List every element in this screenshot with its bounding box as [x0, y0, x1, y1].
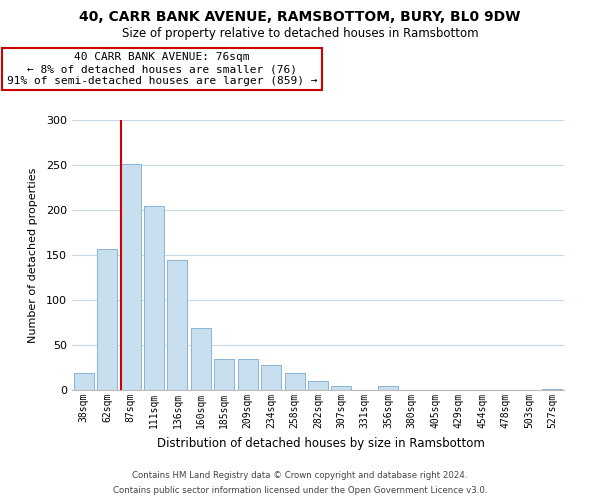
Text: 40, CARR BANK AVENUE, RAMSBOTTOM, BURY, BL0 9DW: 40, CARR BANK AVENUE, RAMSBOTTOM, BURY, … [79, 10, 521, 24]
Bar [308, 381, 328, 390]
Bar [144, 206, 164, 390]
Text: Contains HM Land Registry data © Crown copyright and database right 2024.: Contains HM Land Registry data © Crown c… [132, 471, 468, 480]
Text: Distribution of detached houses by size in Ramsbottom: Distribution of detached houses by size … [157, 438, 485, 450]
Text: 40 CARR BANK AVENUE: 76sqm
← 8% of detached houses are smaller (76)
91% of semi-: 40 CARR BANK AVENUE: 76sqm ← 8% of detac… [7, 52, 317, 86]
Bar [284, 373, 305, 390]
Bar [331, 386, 352, 390]
Bar [167, 260, 187, 390]
Text: Size of property relative to detached houses in Ramsbottom: Size of property relative to detached ho… [122, 28, 478, 40]
Bar [238, 358, 257, 390]
Y-axis label: Number of detached properties: Number of detached properties [28, 168, 38, 342]
Bar [261, 365, 281, 390]
Bar [121, 164, 140, 390]
Bar [214, 358, 234, 390]
Bar [191, 328, 211, 390]
Bar [542, 389, 562, 390]
Bar [379, 386, 398, 390]
Bar [97, 248, 117, 390]
Bar [74, 373, 94, 390]
Text: Contains public sector information licensed under the Open Government Licence v3: Contains public sector information licen… [113, 486, 487, 495]
